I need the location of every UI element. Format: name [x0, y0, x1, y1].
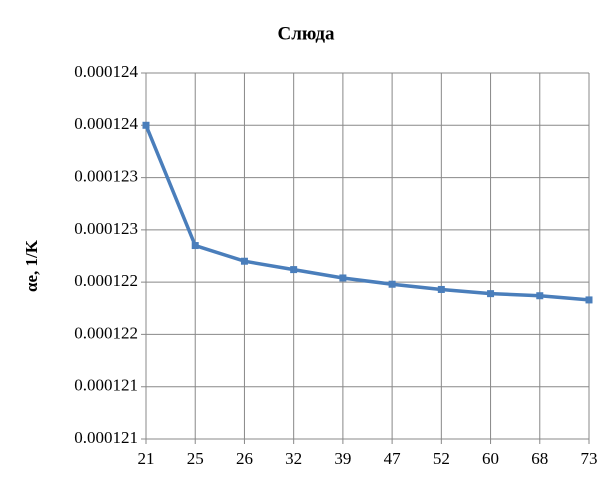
x-tick-label: 52	[433, 449, 450, 468]
marker	[437, 285, 445, 293]
y-tick-label: 0.000121	[74, 428, 138, 447]
x-tick-label: 26	[236, 449, 253, 468]
chart-title: Слюда	[278, 23, 335, 44]
y-tick-label: 0.000122	[74, 323, 138, 342]
y-tick-label: 0.000123	[74, 219, 138, 238]
marker	[339, 274, 347, 282]
marker	[388, 280, 396, 288]
marker	[191, 242, 199, 250]
marker	[536, 292, 544, 300]
x-tick-label: 25	[187, 449, 204, 468]
y-tick-label: 0.000121	[74, 376, 138, 395]
marker	[290, 266, 298, 274]
marker	[142, 121, 150, 129]
y-tick-label: 0.000124	[74, 62, 138, 81]
y-tick-label: 0.000123	[74, 166, 138, 185]
x-tick-label: 47	[384, 449, 402, 468]
x-tick-label: 68	[531, 449, 548, 468]
y-axis-label: αе, 1/K	[22, 239, 41, 292]
x-tick-label: 32	[285, 449, 302, 468]
marker	[585, 296, 593, 304]
y-tick-label: 0.000124	[74, 114, 138, 133]
x-tick-label: 39	[334, 449, 351, 468]
y-tick-label: 0.000122	[74, 271, 138, 290]
line	[144, 124, 590, 302]
marker	[487, 290, 495, 298]
x-tick-label: 73	[581, 449, 598, 468]
marker	[240, 257, 248, 265]
x-tick-label: 21	[138, 449, 155, 468]
x-tick-label: 60	[482, 449, 499, 468]
